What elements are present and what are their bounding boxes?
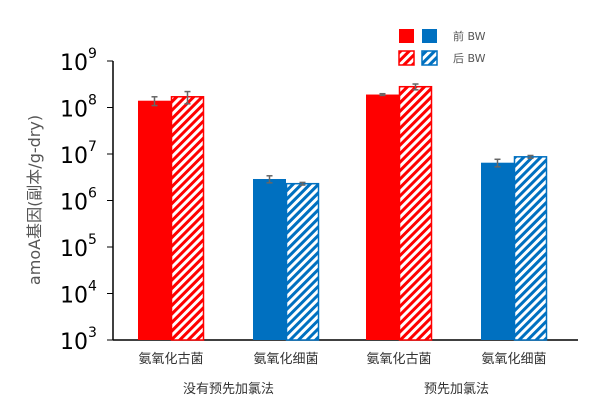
y-tick-label: 108 <box>60 93 97 123</box>
y-tick-label: 107 <box>60 139 97 169</box>
bar-before-bw <box>253 178 286 340</box>
bar-after-bw <box>398 85 433 341</box>
x-tick-label: 氨氧化古菌 <box>366 352 431 367</box>
x-tick-label: 氨氧化细菌 <box>481 352 546 367</box>
x-tick-label: 氨氧化细菌 <box>253 352 318 367</box>
y-tick-label: 105 <box>60 232 97 262</box>
y-tick-label: 109 <box>60 46 97 76</box>
y-tick-label: 104 <box>60 279 97 309</box>
group-label: 预先加氯法 <box>424 382 489 397</box>
bar-before-bw <box>138 100 171 340</box>
legend-label: 前 BW <box>453 29 486 43</box>
legend-swatch <box>399 29 414 43</box>
y-tick-label: 103 <box>60 325 97 355</box>
legend-swatch <box>421 50 438 66</box>
legend-label: 后 BW <box>453 52 486 65</box>
bar-after-bw <box>513 156 548 341</box>
group-label: 没有预先加氯法 <box>183 382 274 397</box>
y-axis-label: amoA基因(副本/g-dry) <box>25 115 44 285</box>
x-tick-label: 氨氧化古菌 <box>138 352 203 367</box>
bar-before-bw <box>366 94 399 340</box>
bar-after-bw <box>170 96 205 341</box>
bar-after-bw <box>285 182 320 341</box>
bar-before-bw <box>481 162 514 340</box>
y-tick-label: 106 <box>60 186 97 216</box>
legend-swatch <box>398 50 415 66</box>
legend-swatch <box>422 29 437 43</box>
